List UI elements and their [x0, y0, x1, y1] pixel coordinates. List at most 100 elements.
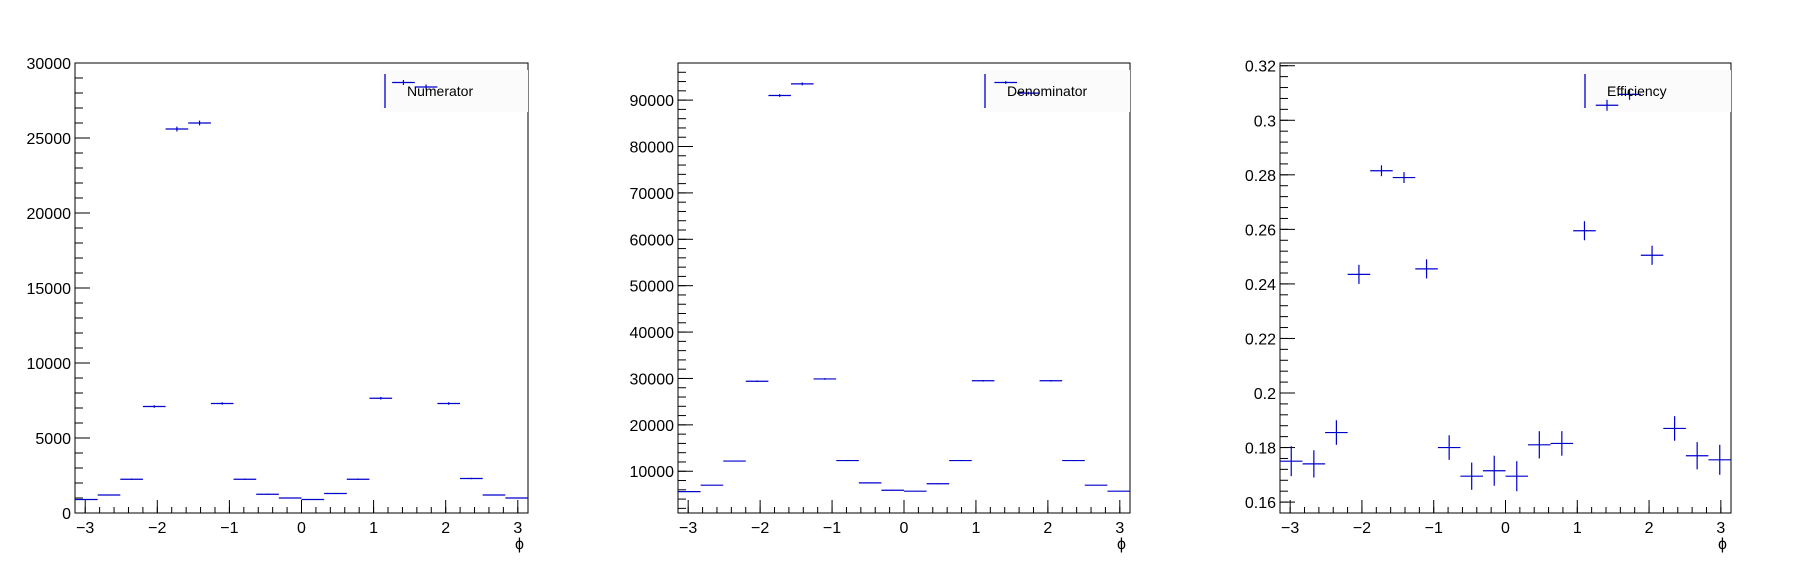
x-tick-label: 0 — [297, 520, 306, 537]
y-tick-label: 0.32 — [1245, 59, 1276, 76]
data-point — [1062, 459, 1085, 462]
legend-label: Denominator — [1007, 83, 1087, 99]
data-point — [1618, 88, 1641, 100]
y-tick-label: 5000 — [35, 431, 71, 448]
data-point — [1505, 461, 1529, 492]
data-point — [1482, 455, 1506, 486]
data-point — [836, 459, 859, 462]
data-point — [949, 459, 972, 462]
data-point — [926, 483, 950, 485]
x-tick-label: −1 — [1425, 520, 1443, 537]
x-tick-label: 2 — [441, 520, 450, 537]
y-tick-label: 0.16 — [1245, 495, 1276, 512]
data-point — [74, 498, 98, 501]
x-tick-label: −1 — [823, 520, 841, 537]
x-tick-label: −2 — [751, 520, 769, 537]
y-tick-label: 0.22 — [1245, 331, 1276, 348]
y-tick-label: 0.26 — [1245, 222, 1276, 239]
data-point — [210, 402, 234, 405]
data-point — [1017, 91, 1040, 95]
x-tick-label: −2 — [148, 520, 166, 537]
data-point — [881, 489, 904, 491]
y-tick-label: 0.28 — [1245, 168, 1276, 185]
data-point — [971, 379, 995, 382]
data-point — [1347, 264, 1371, 284]
data-point — [745, 380, 769, 383]
data-point — [301, 498, 325, 501]
data-point — [1460, 462, 1483, 490]
legend-label: Efficiency — [1607, 83, 1667, 99]
data-point — [460, 477, 483, 480]
y-tick-label: 0.3 — [1254, 113, 1276, 130]
data-point — [790, 82, 814, 86]
y-tick-label: 80000 — [630, 140, 675, 157]
data-point — [1325, 420, 1348, 445]
y-tick-label: 15000 — [27, 281, 72, 298]
data-point — [677, 491, 701, 493]
x-tick-label: −3 — [76, 520, 94, 537]
plot-frame — [677, 62, 1131, 514]
plot-frame — [74, 62, 529, 514]
data-point — [1550, 431, 1574, 456]
data-point — [994, 81, 1018, 84]
data-point — [1708, 444, 1732, 475]
data-point — [505, 497, 529, 499]
data-point — [1573, 221, 1596, 241]
x-axis-label: ϕ — [1117, 536, 1126, 553]
data-point — [1370, 165, 1393, 177]
efficiency-panel: −3 −2 −1 0 1 2 3ϕ 0.16 0.18 0.2 0.22 0.24 0.26 0.28 0.… — [1245, 59, 1732, 553]
data-point — [700, 484, 724, 486]
x-tick-label: −3 — [679, 520, 697, 537]
data-point — [723, 460, 746, 462]
data-point — [768, 94, 791, 97]
legend-label: Numerator — [407, 83, 473, 99]
numerator-panel: −3 −2 −1 0 1 2 3ϕ 0 5000 10000 15000 20000 25000 3000… — [27, 56, 529, 553]
data-point — [813, 378, 837, 380]
data-point — [1595, 99, 1619, 111]
x-tick-label: 3 — [1115, 520, 1124, 537]
data-point — [346, 478, 370, 480]
plot-frame — [1279, 62, 1732, 514]
data-point — [858, 482, 882, 484]
x-tick-label: 1 — [1573, 520, 1582, 537]
data-point — [414, 84, 438, 90]
y-tick-label: 30000 — [27, 56, 72, 73]
data-point — [97, 494, 121, 496]
data-point — [904, 490, 927, 492]
x-tick-label: 2 — [1645, 520, 1654, 537]
data-point — [1039, 379, 1063, 382]
data-point — [437, 402, 461, 405]
y-tick-label: 30000 — [630, 371, 675, 388]
y-tick-label: 10000 — [630, 464, 675, 481]
x-tick-label: 0 — [1501, 520, 1510, 537]
y-tick-label: 40000 — [630, 325, 675, 342]
x-axis-label: ϕ — [515, 536, 524, 553]
y-tick-label: 90000 — [630, 93, 675, 110]
data-point — [233, 478, 257, 480]
y-tick-label: 0.2 — [1254, 386, 1276, 403]
data-point — [1685, 442, 1709, 470]
y-tick-label: 0.24 — [1245, 277, 1276, 294]
x-tick-label: 1 — [369, 520, 378, 537]
data-point — [1107, 490, 1131, 492]
y-tick-label: 10000 — [27, 356, 72, 373]
data-point — [369, 396, 393, 400]
data-point — [1279, 446, 1303, 477]
y-tick-label: 0.18 — [1245, 441, 1276, 458]
data-point — [1302, 450, 1326, 478]
x-tick-label: 0 — [900, 520, 909, 537]
data-point — [482, 494, 506, 496]
data-point — [392, 79, 415, 86]
denominator-panel: −3 −2 −1 0 1 2 3ϕ 10000 20000 30000 40000 50000 6000… — [630, 62, 1131, 553]
data-point — [1084, 484, 1108, 486]
y-tick-label: 60000 — [630, 232, 675, 249]
data-point — [1392, 172, 1416, 183]
y-tick-label: 0 — [62, 506, 71, 523]
x-axis-label: ϕ — [1718, 536, 1727, 553]
x-tick-label: −2 — [1353, 520, 1371, 537]
data-point — [324, 492, 347, 495]
legend-box — [980, 70, 1130, 112]
y-tick-label: 50000 — [630, 279, 675, 296]
x-tick-label: −3 — [1281, 520, 1299, 537]
